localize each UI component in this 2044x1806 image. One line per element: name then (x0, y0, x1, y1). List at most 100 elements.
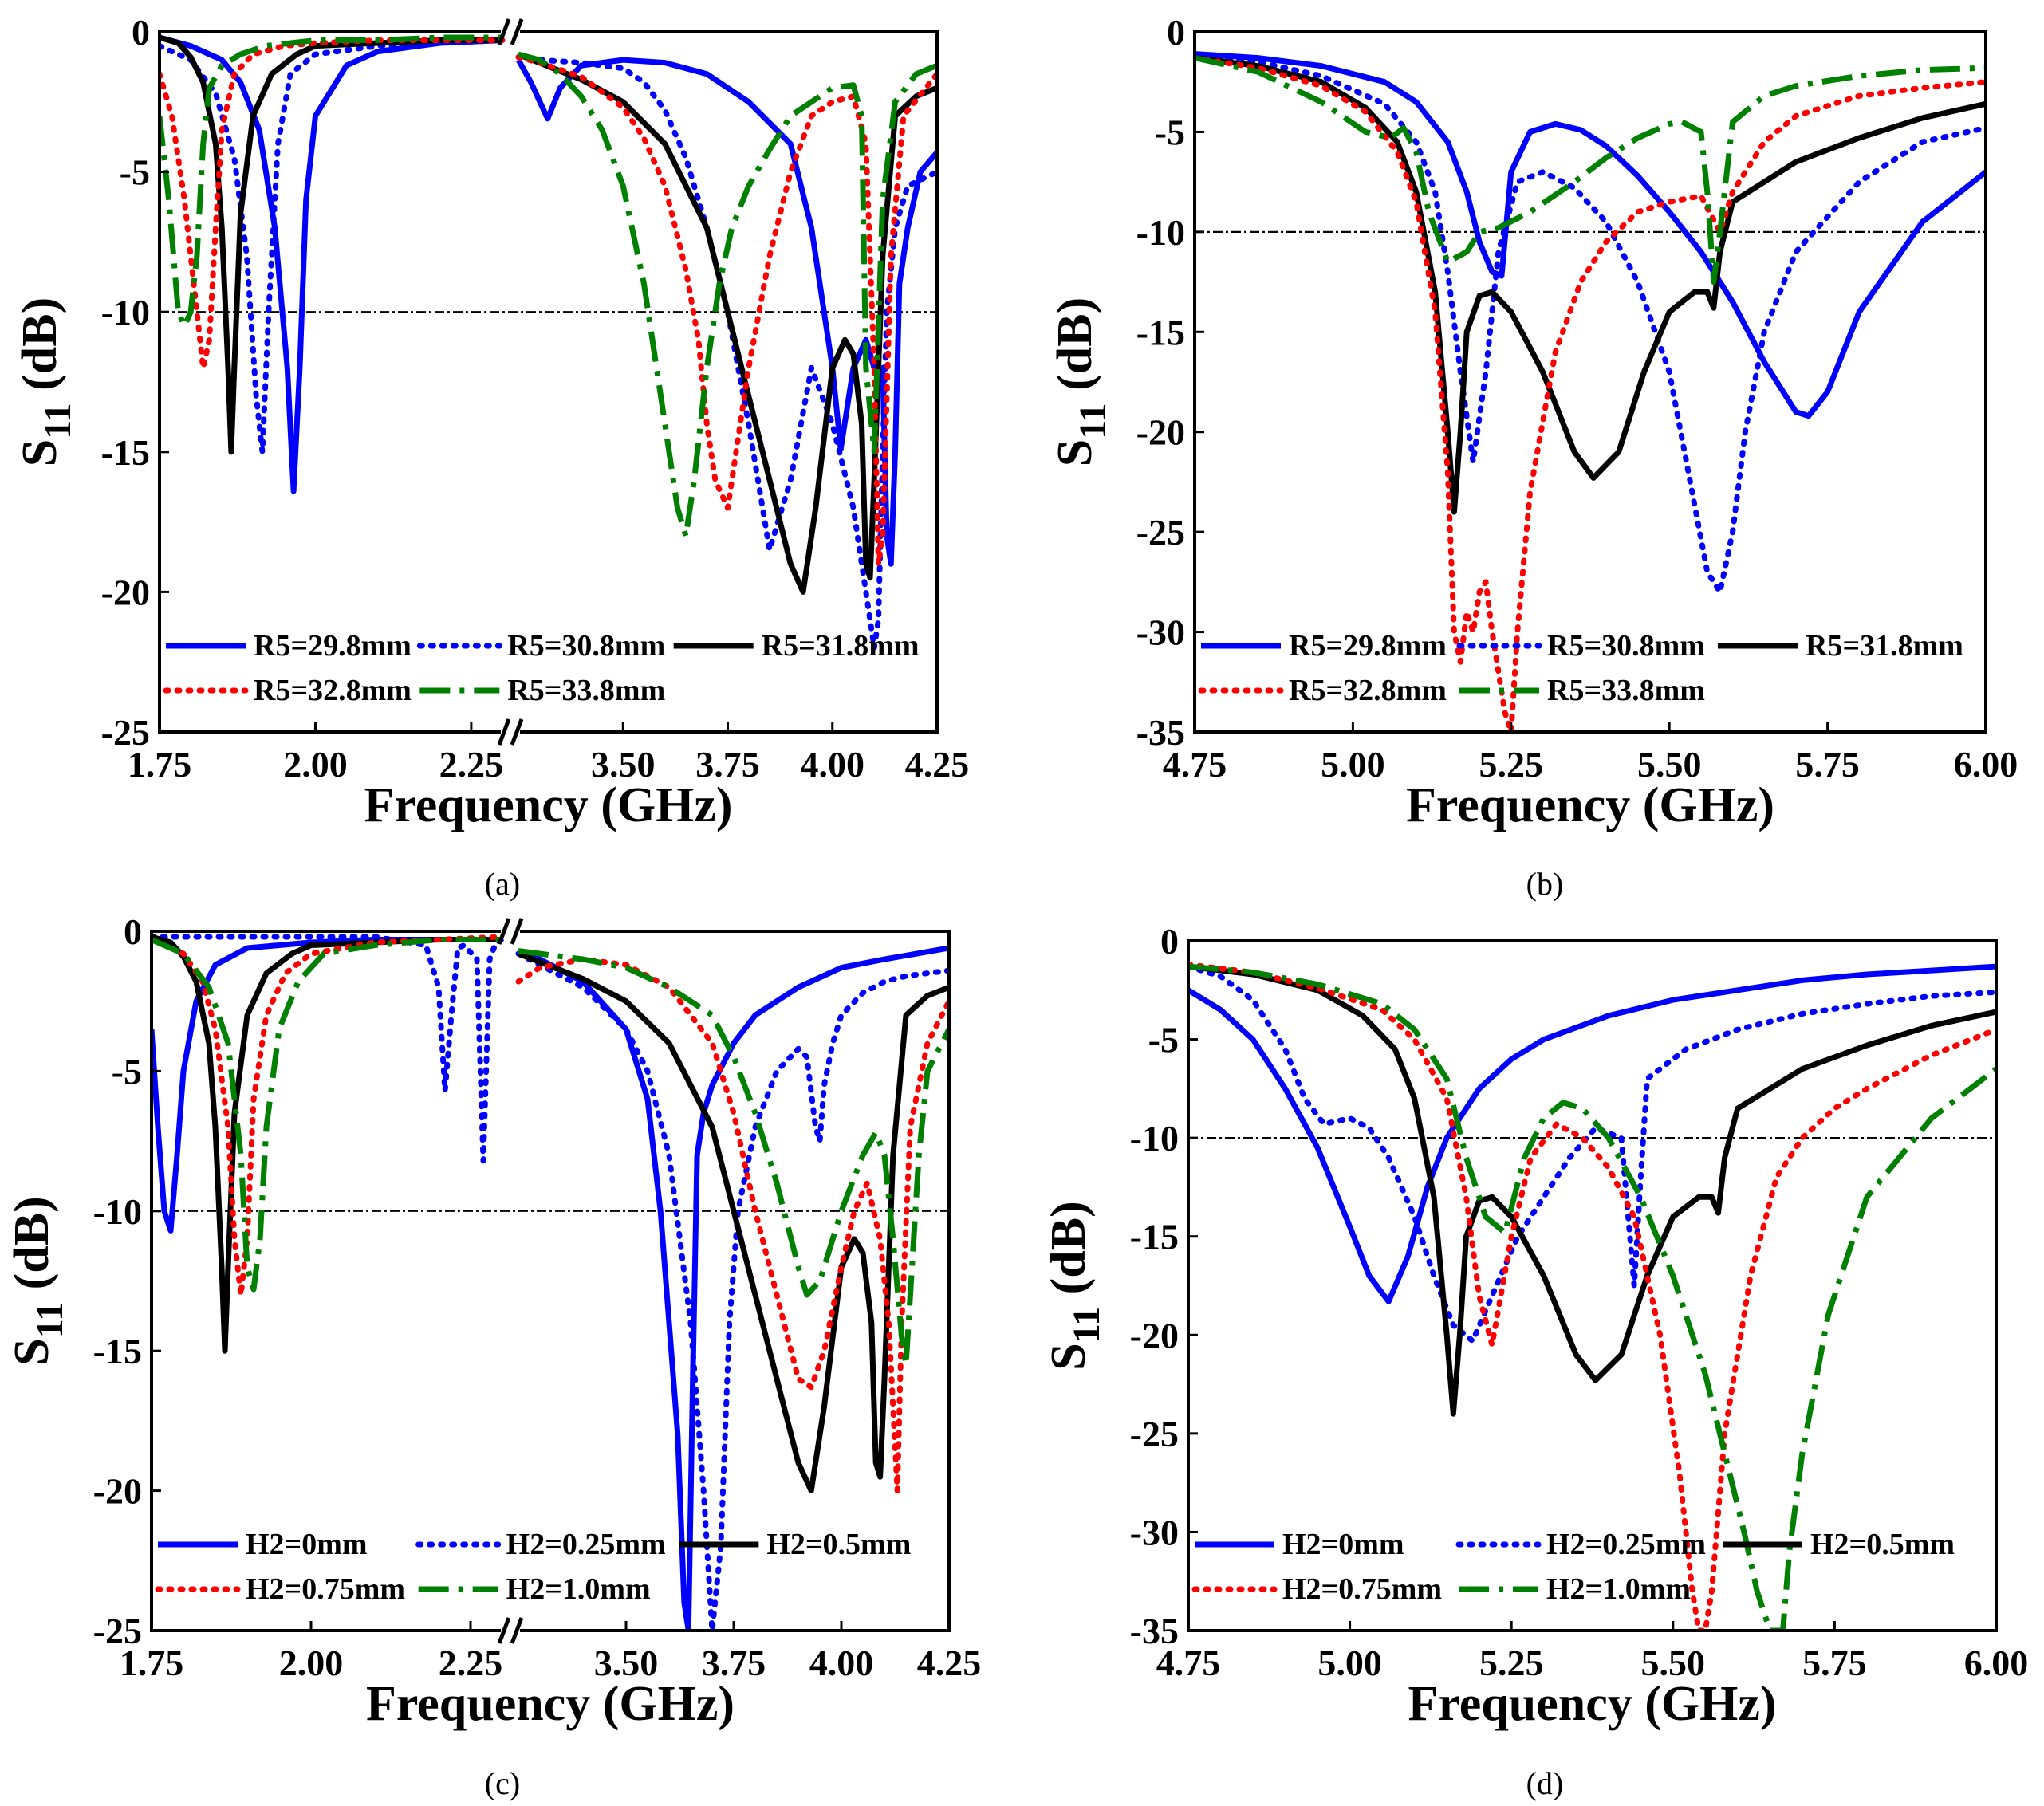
chart-panel-c: 0 -5 -10 -15 -20 -251.75 2.00 2.25 3.50 3.75 4.00 4… (5, 911, 981, 1801)
legend-label: H2=0.5mm (766, 1528, 911, 1561)
series-line-1 (515, 54, 937, 651)
x-tick-label: 5.50 (1637, 744, 1702, 785)
x-tick-label: 5.25 (1479, 744, 1544, 785)
y-tick-label: -20 (1130, 1315, 1179, 1355)
series-line-2 (517, 950, 949, 1494)
series-line-2 (1195, 55, 1986, 515)
y-tick-label: -20 (1136, 412, 1185, 453)
x-tick-label: 4.00 (809, 1643, 874, 1683)
series-group (152, 934, 949, 1631)
series-line-1 (515, 950, 949, 1631)
x-tick-label: 4.75 (1156, 1643, 1221, 1683)
x-tick-label: 3.50 (591, 744, 656, 785)
series-line-2 (152, 934, 502, 1354)
x-tick-label: 4.25 (905, 744, 970, 785)
x-tick-label: 2.25 (439, 744, 504, 785)
series-line-3 (515, 54, 937, 567)
axis-break-mark-0 (497, 918, 511, 945)
series-group (1188, 962, 1996, 1631)
x-tick-label: 4.00 (801, 744, 865, 785)
x-tick-label: 2.00 (279, 1643, 344, 1683)
legend-label: R5=29.8mm (254, 629, 412, 663)
y-axis-label-main: S (1048, 439, 1102, 466)
y-axis-label-unit: (dB) (5, 1196, 59, 1302)
y-tick-label: -5 (112, 1051, 142, 1092)
y-tick-label: 0 (1160, 921, 1179, 962)
legend-label: R5=31.8mm (762, 629, 920, 663)
x-tick-label: 5.75 (1795, 744, 1860, 785)
x-tick-label: 1.75 (128, 744, 192, 785)
series-line-3 (1188, 962, 1996, 1631)
legend-label: R5=30.8mm (1547, 629, 1705, 663)
series-group (1195, 51, 1986, 732)
y-tick-label: -25 (1130, 1414, 1179, 1454)
legend-label: R5=32.8mm (254, 674, 412, 707)
series-line-4 (518, 51, 937, 539)
plot-frame (1187, 939, 1998, 1632)
y-axis-label-main: S (1042, 1343, 1096, 1370)
legend-label: H2=0mm (1282, 1528, 1404, 1561)
y-axis-label-sub: 11 (37, 403, 79, 439)
y-tick-label: -15 (93, 1331, 142, 1371)
axis-break-mark-1 (510, 1617, 524, 1644)
series-line-2 (1188, 963, 1996, 1417)
series-line-4 (1188, 963, 1996, 1631)
series-line-1 (1188, 963, 1996, 1344)
x-tick-label: 5.00 (1317, 1643, 1382, 1683)
x-tick-label: 5.25 (1479, 1643, 1544, 1683)
legend-label: R5=31.8mm (1806, 629, 1963, 663)
axis-break-mark-1 (497, 1617, 511, 1644)
plot-frame (158, 30, 939, 734)
axis-break-mark-1 (510, 718, 524, 746)
x-tick-label: 4.25 (917, 1643, 982, 1683)
y-tick-label: 0 (132, 12, 150, 53)
panel-caption: (a) (485, 866, 520, 902)
y-tick-label: -15 (1136, 312, 1185, 352)
panel-caption: (b) (1526, 866, 1564, 902)
axis-break-mark-1 (497, 718, 511, 746)
x-tick-label: 5.75 (1802, 1643, 1867, 1683)
legend-label: H2=1.0mm (506, 1572, 651, 1606)
series-line-3 (515, 956, 949, 1494)
legend: R5=29.8mm R5=30.8mm R5=31.8mm R5=32.8mm R5=3… (163, 629, 920, 707)
y-tick-label: -20 (101, 572, 150, 612)
x-axis-label: Frequency (GHz) (1406, 778, 1774, 832)
series-line-1 (152, 934, 506, 1164)
y-axis-label-sub: 11 (1072, 403, 1114, 439)
x-tick-label: 6.00 (1954, 744, 2018, 785)
y-tick-label: -10 (101, 292, 150, 332)
y-tick-label: -10 (1136, 212, 1185, 253)
legend-label: R5=33.8mm (507, 674, 665, 707)
y-tick-label: -15 (101, 432, 150, 473)
y-tick-label: -30 (1136, 612, 1185, 653)
y-tick-label: 0 (124, 911, 142, 952)
series-line-1 (1195, 53, 1986, 595)
legend-label: H2=0.25mm (506, 1528, 666, 1561)
y-axis-label-sub: 11 (29, 1302, 71, 1338)
x-tick-label: 3.75 (695, 744, 760, 785)
legend-label: H2=0.75mm (1282, 1572, 1442, 1606)
series-line-3 (152, 934, 506, 1298)
series-line-3 (1195, 55, 1986, 732)
legend: H2=0mm H2=0.25mm H2=0.5mm H2=0.75mm H2=1.0mm (155, 1528, 911, 1606)
y-tick-label: -35 (1136, 712, 1185, 753)
chart-panel-d: 0 -5 -10 -15 -20 -25 -30 -354.75 5.00 5.25 5.50 5.7… (1042, 921, 2028, 1801)
y-tick-label: -15 (1130, 1217, 1179, 1257)
axis-break-mark-0 (510, 918, 524, 945)
y-axis-label-unit: (dB) (1048, 297, 1102, 403)
legend-label: H2=0.5mm (1810, 1528, 1955, 1561)
legend-label: H2=0.75mm (246, 1572, 405, 1606)
series-line-0 (1188, 963, 1996, 1304)
legend-label: R5=29.8mm (1289, 629, 1447, 663)
x-tick-label: 3.75 (702, 1643, 766, 1683)
y-axis-label-sub: 11 (1065, 1307, 1108, 1343)
legend: R5=29.8mm R5=30.8mm R5=31.8mm R5=32.8mm R5=3… (1198, 629, 1963, 707)
x-tick-label: 2.00 (283, 744, 348, 785)
y-tick-label: 0 (1167, 12, 1185, 53)
y-tick-label: -5 (1155, 112, 1185, 152)
series-line-4 (152, 937, 502, 1293)
x-tick-label: 6.00 (1964, 1643, 2029, 1683)
x-axis-label: Frequency (GHz) (366, 1677, 735, 1731)
chart-panel-b: 0 -5 -10 -15 -20 -25 -30 -354.75 5.00 5.25 5.50 5.7… (1048, 12, 2018, 902)
